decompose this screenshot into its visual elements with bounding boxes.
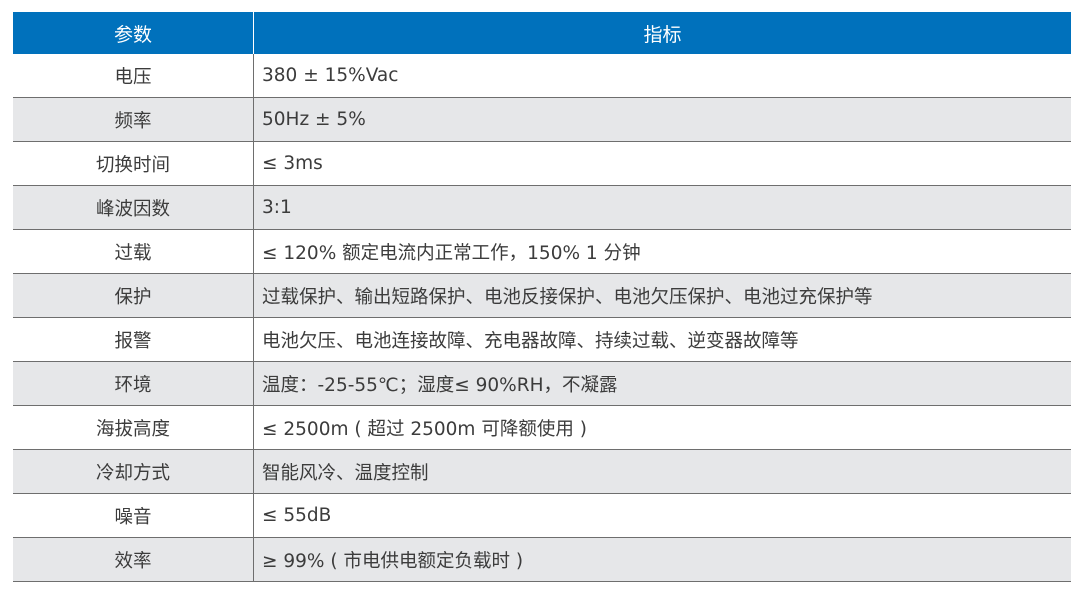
param-cell: 海拔高度 xyxy=(13,405,254,450)
table-row: 环境 温度：-25-55℃；湿度≤ 90%RH，不凝露 xyxy=(13,361,1071,406)
spec-cell: ≥ 99% ( 市电供电额定负载时 ) xyxy=(253,537,1071,582)
table-row: 频率 50Hz ± 5% xyxy=(13,97,1071,142)
param-cell: 过载 xyxy=(13,229,254,274)
spec-cell: ≤ 2500m ( 超过 2500m 可降额使用 ) xyxy=(253,405,1071,450)
table-header: 参数 指标 xyxy=(13,12,1071,54)
table-row: 效率 ≥ 99% ( 市电供电额定负载时 ) xyxy=(13,537,1071,582)
table-row: 报警 电池欠压、电池连接故障、充电器故障、持续过载、逆变器故障等 xyxy=(13,317,1071,362)
header-spec: 指标 xyxy=(253,12,1071,54)
spec-cell: ≤ 55dB xyxy=(253,493,1071,538)
param-cell: 峰波因数 xyxy=(13,185,254,230)
spec-cell: 3:1 xyxy=(253,185,1071,230)
table-row: 过载 ≤ 120% 额定电流内正常工作，150% 1 分钟 xyxy=(13,229,1071,274)
spec-table: 参数 指标 电压 380 ± 15%Vac 频率 50Hz ± 5% 切换时间 ≤ 3ms… xyxy=(13,12,1071,582)
table-row: 电压 380 ± 15%Vac xyxy=(13,54,1071,98)
table-row: 冷却方式 智能风冷、温度控制 xyxy=(13,449,1071,494)
table-row: 峰波因数 3:1 xyxy=(13,185,1071,230)
table-row: 海拔高度 ≤ 2500m ( 超过 2500m 可降额使用 ) xyxy=(13,405,1071,450)
spec-cell: 电池欠压、电池连接故障、充电器故障、持续过载、逆变器故障等 xyxy=(253,317,1071,362)
param-cell: 效率 xyxy=(13,537,254,582)
header-param: 参数 xyxy=(13,12,254,54)
param-cell: 频率 xyxy=(13,97,254,142)
param-cell: 电压 xyxy=(13,54,254,98)
spec-cell: 智能风冷、温度控制 xyxy=(253,449,1071,494)
param-cell: 保护 xyxy=(13,273,254,318)
table-row: 保护 过载保护、输出短路保护、电池反接保护、电池欠压保护、电池过充保护等 xyxy=(13,273,1071,318)
param-cell: 噪音 xyxy=(13,493,254,538)
spec-cell: ≤ 3ms xyxy=(253,141,1071,186)
param-cell: 报警 xyxy=(13,317,254,362)
param-cell: 冷却方式 xyxy=(13,449,254,494)
spec-cell: 过载保护、输出短路保护、电池反接保护、电池欠压保护、电池过充保护等 xyxy=(253,273,1071,318)
param-cell: 环境 xyxy=(13,361,254,406)
spec-cell: 50Hz ± 5% xyxy=(253,97,1071,142)
spec-cell: ≤ 120% 额定电流内正常工作，150% 1 分钟 xyxy=(253,229,1071,274)
spec-cell: 温度：-25-55℃；湿度≤ 90%RH，不凝露 xyxy=(253,361,1071,406)
param-cell: 切换时间 xyxy=(13,141,254,186)
table-row: 噪音 ≤ 55dB xyxy=(13,493,1071,538)
spec-cell: 380 ± 15%Vac xyxy=(253,54,1071,98)
table-row: 切换时间 ≤ 3ms xyxy=(13,141,1071,186)
